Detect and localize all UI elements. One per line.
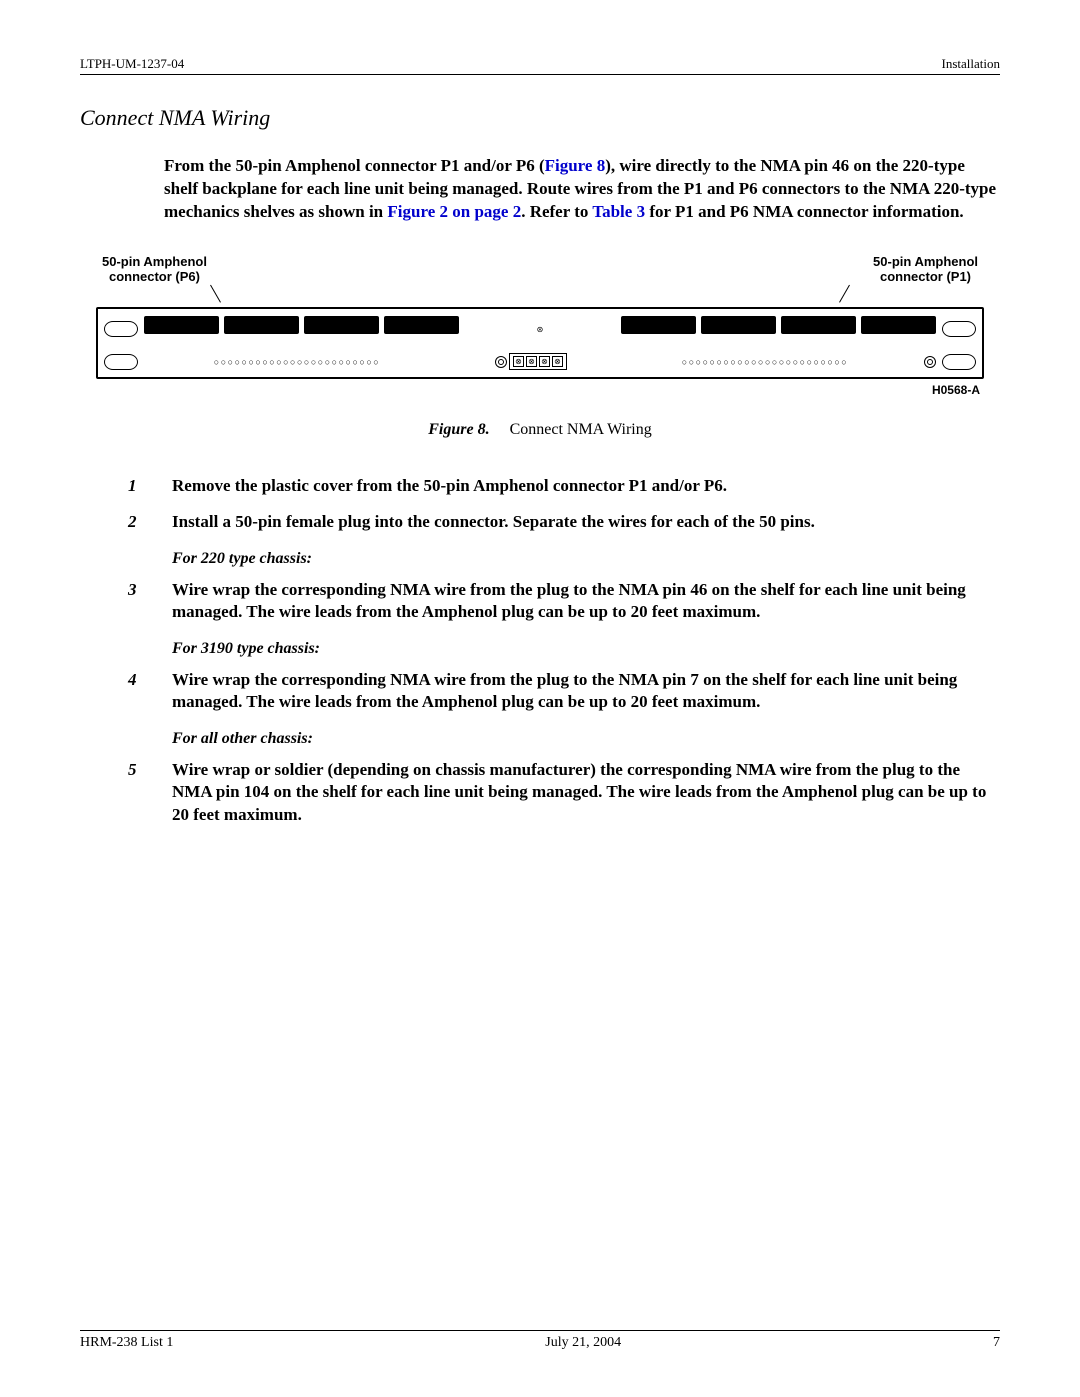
- subheading-220: For 220 type chassis:: [172, 548, 1000, 569]
- leader-line: [210, 285, 221, 303]
- section-title: Connect NMA Wiring: [80, 105, 1000, 131]
- figure-caption: Figure 8. Connect NMA Wiring: [80, 421, 1000, 439]
- intro-text: for P1 and P6 NMA connector information.: [645, 202, 964, 221]
- footer-left: HRM-238 List 1: [80, 1335, 173, 1351]
- connector-label-p1: 50-pin Amphenol connector (P1): [873, 254, 978, 285]
- bullseye-icon: [495, 356, 507, 368]
- slot: [144, 316, 219, 334]
- procedure-steps: 1 Remove the plastic cover from the 50-p…: [128, 475, 1000, 826]
- connector-outline: [104, 354, 138, 370]
- step-number: 3: [128, 579, 146, 624]
- box-icon: ⊗: [539, 356, 550, 367]
- center-block: ⊗ ⊗ ⊗ ⊗: [456, 353, 606, 370]
- label-line: connector (P6): [102, 269, 207, 285]
- connector-outline: [942, 321, 976, 337]
- figure-8-diagram: 50-pin Amphenol connector (P6) 50-pin Am…: [80, 254, 1000, 397]
- figure-2-link[interactable]: Figure 2 on page 2: [387, 202, 521, 221]
- section-name: Installation: [942, 56, 1001, 72]
- slot: [304, 316, 379, 334]
- step-1: 1 Remove the plastic cover from the 50-p…: [128, 475, 1000, 497]
- step-text: Wire wrap the corresponding NMA wire fro…: [172, 669, 1000, 714]
- slot-row-right: [621, 313, 936, 345]
- screw-icon: ⊛: [537, 325, 544, 334]
- subheading-3190: For 3190 type chassis:: [172, 638, 1000, 659]
- indicator-boxes: ⊗ ⊗ ⊗ ⊗: [509, 353, 567, 370]
- intro-paragraph: From the 50-pin Amphenol connector P1 an…: [164, 155, 1000, 224]
- slot: [781, 316, 856, 334]
- slot: [701, 316, 776, 334]
- step-number: 1: [128, 475, 146, 497]
- slot: [621, 316, 696, 334]
- footer-date: July 21, 2004: [545, 1335, 621, 1351]
- drawing-ref: H0568-A: [80, 383, 1000, 397]
- label-line: 50-pin Amphenol: [102, 254, 207, 270]
- step-3: 3 Wire wrap the corresponding NMA wire f…: [128, 579, 1000, 624]
- connector-outline: [104, 321, 138, 337]
- intro-text: . Refer to: [521, 202, 592, 221]
- step-text: Remove the plastic cover from the 50-pin…: [172, 475, 1000, 497]
- page-number: 7: [993, 1335, 1000, 1351]
- step-text: Wire wrap the corresponding NMA wire fro…: [172, 579, 1000, 624]
- label-line: 50-pin Amphenol: [873, 254, 978, 270]
- step-2: 2 Install a 50-pin female plug into the …: [128, 511, 1000, 533]
- box-icon: ⊗: [526, 356, 537, 367]
- step-number: 4: [128, 669, 146, 714]
- step-4: 4 Wire wrap the corresponding NMA wire f…: [128, 669, 1000, 714]
- label-line: connector (P1): [873, 269, 978, 285]
- slot-row-left: [144, 313, 459, 345]
- leader-line: [839, 285, 850, 303]
- page-footer: HRM-238 List 1 July 21, 2004 7: [80, 1330, 1000, 1351]
- pin-row: ○○○○○○○○○○○○○○○○○○○○○○○○: [612, 356, 918, 367]
- slot: [861, 316, 936, 334]
- table-3-link[interactable]: Table 3: [592, 202, 645, 221]
- step-5: 5 Wire wrap or soldier (depending on cha…: [128, 759, 1000, 826]
- figure-title: Connect NMA Wiring: [510, 421, 652, 438]
- step-text: Install a 50-pin female plug into the co…: [172, 511, 1000, 533]
- subheading-other: For all other chassis:: [172, 728, 1000, 749]
- figure-8-link[interactable]: Figure 8: [545, 156, 606, 175]
- doc-id: LTPH-UM-1237-04: [80, 56, 184, 72]
- step-number: 5: [128, 759, 146, 826]
- box-icon: ⊗: [552, 356, 563, 367]
- step-number: 2: [128, 511, 146, 533]
- mid-area: ⊛: [465, 325, 615, 334]
- step-text: Wire wrap or soldier (depending on chass…: [172, 759, 1000, 826]
- pin-row: ○○○○○○○○○○○○○○○○○○○○○○○○: [144, 356, 450, 367]
- intro-text: From the 50-pin Amphenol connector P1 an…: [164, 156, 545, 175]
- connector-label-p6: 50-pin Amphenol connector (P6): [102, 254, 207, 285]
- box-icon: ⊗: [513, 356, 524, 367]
- figure-number: Figure 8.: [428, 421, 489, 438]
- connector-outline: [942, 354, 976, 370]
- slot: [384, 316, 459, 334]
- chassis-drawing: ⊛ ○○○○○○○○○○○○○○○○○○○○○○○○ ⊗ ⊗: [96, 307, 984, 379]
- slot: [224, 316, 299, 334]
- bullseye-icon: [924, 356, 936, 368]
